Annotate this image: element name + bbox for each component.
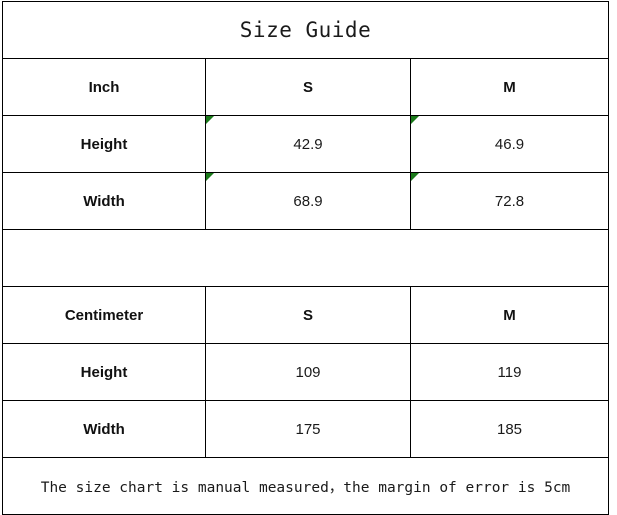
value-text: 72.8 (494, 192, 525, 210)
spacer-row (1, 229, 610, 287)
table-row: Width 175 185 (2, 400, 610, 458)
dimension-label-width-centimeter: Width (2, 400, 206, 458)
value-width-s-inch: 68.9 (205, 172, 411, 230)
section-header-row-centimeter: Centimeter S M (2, 286, 610, 344)
dimension-label-width-inch: Width (2, 172, 206, 230)
value-width-m-inch: 72.8 (409, 172, 610, 230)
green-corner-triangle-icon (206, 173, 214, 181)
value-text: 68.9 (293, 192, 323, 210)
value-height-s-inch: 42.9 (205, 115, 411, 173)
unit-label-centimeter: Centimeter (2, 286, 206, 344)
footer-row: The size chart is manual measured，the ma… (1, 457, 610, 515)
dimension-label-height-inch: Height (2, 115, 206, 173)
table-row: Height 42.9 46.9 (2, 115, 610, 173)
section-header-row-inch: Inch S M (2, 58, 610, 116)
value-width-m-centimeter: 185 (409, 400, 610, 458)
dimension-label-height-centimeter: Height (2, 343, 206, 401)
green-corner-triangle-icon (411, 173, 419, 181)
size-column-header-s-centimeter: S (205, 286, 411, 344)
size-column-header-s-inch: S (205, 58, 411, 116)
unit-label-inch: Inch (2, 58, 206, 116)
measurement-disclaimer: The size chart is manual measured，the ma… (1, 457, 610, 515)
table-row: Height 109 119 (2, 343, 610, 401)
table-row: Width 68.9 72.8 (2, 172, 610, 230)
green-corner-triangle-icon (411, 116, 419, 124)
value-height-m-centimeter: 119 (409, 343, 610, 401)
title-row: Size Guide (1, 1, 610, 59)
section-separator (1, 229, 610, 287)
value-height-m-inch: 46.9 (409, 115, 610, 173)
page-title: Size Guide (1, 1, 610, 59)
value-height-s-centimeter: 109 (205, 343, 411, 401)
size-column-header-m-centimeter: M (409, 286, 610, 344)
green-corner-triangle-icon (206, 116, 214, 124)
size-column-header-m-inch: M (409, 58, 610, 116)
value-width-s-centimeter: 175 (205, 400, 411, 458)
value-text: 46.9 (494, 135, 525, 153)
value-text: 42.9 (293, 135, 323, 153)
